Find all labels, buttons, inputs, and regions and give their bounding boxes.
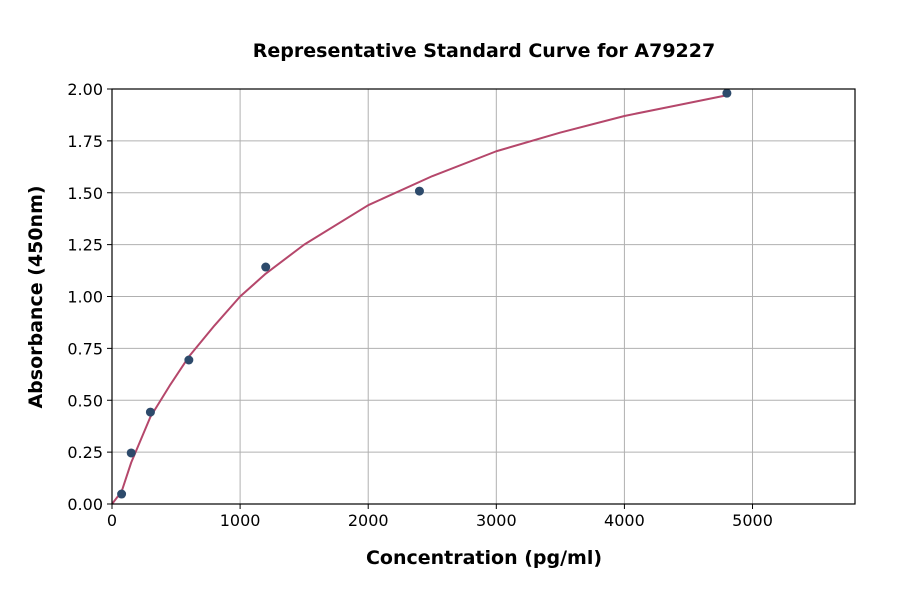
data-point bbox=[414, 186, 424, 196]
x-tick-label: 0 bbox=[107, 511, 117, 530]
x-tick-label: 5000 bbox=[732, 511, 773, 530]
data-point bbox=[261, 262, 271, 272]
fit-curve bbox=[111, 94, 728, 505]
y-tick-label: 0.75 bbox=[67, 339, 103, 358]
y-tick-label: 0.25 bbox=[67, 443, 103, 462]
data-point bbox=[126, 448, 136, 458]
chart-title: Representative Standard Curve for A79227 bbox=[253, 40, 715, 62]
y-tick-label: 2.00 bbox=[67, 80, 103, 99]
x-axis-label: Concentration (pg/ml) bbox=[366, 547, 602, 569]
x-tick-label: 1000 bbox=[220, 511, 261, 530]
data-point bbox=[117, 489, 127, 499]
plot-frame bbox=[111, 88, 856, 505]
x-tick-label: 2000 bbox=[348, 511, 389, 530]
data-point bbox=[145, 407, 155, 417]
y-tick-label: 0.50 bbox=[67, 391, 103, 410]
x-tick-label: 4000 bbox=[604, 511, 645, 530]
y-tick-label: 1.75 bbox=[67, 132, 103, 151]
y-tick-label: 1.00 bbox=[67, 288, 103, 307]
y-tick-label: 1.50 bbox=[67, 184, 103, 203]
y-tick-label: 0.00 bbox=[67, 495, 103, 514]
y-tick-label: 1.25 bbox=[67, 236, 103, 255]
data-point bbox=[722, 88, 732, 98]
x-tick-label: 3000 bbox=[476, 511, 517, 530]
data-point bbox=[184, 355, 194, 365]
y-axis-label: Absorbance (450nm) bbox=[25, 185, 47, 408]
